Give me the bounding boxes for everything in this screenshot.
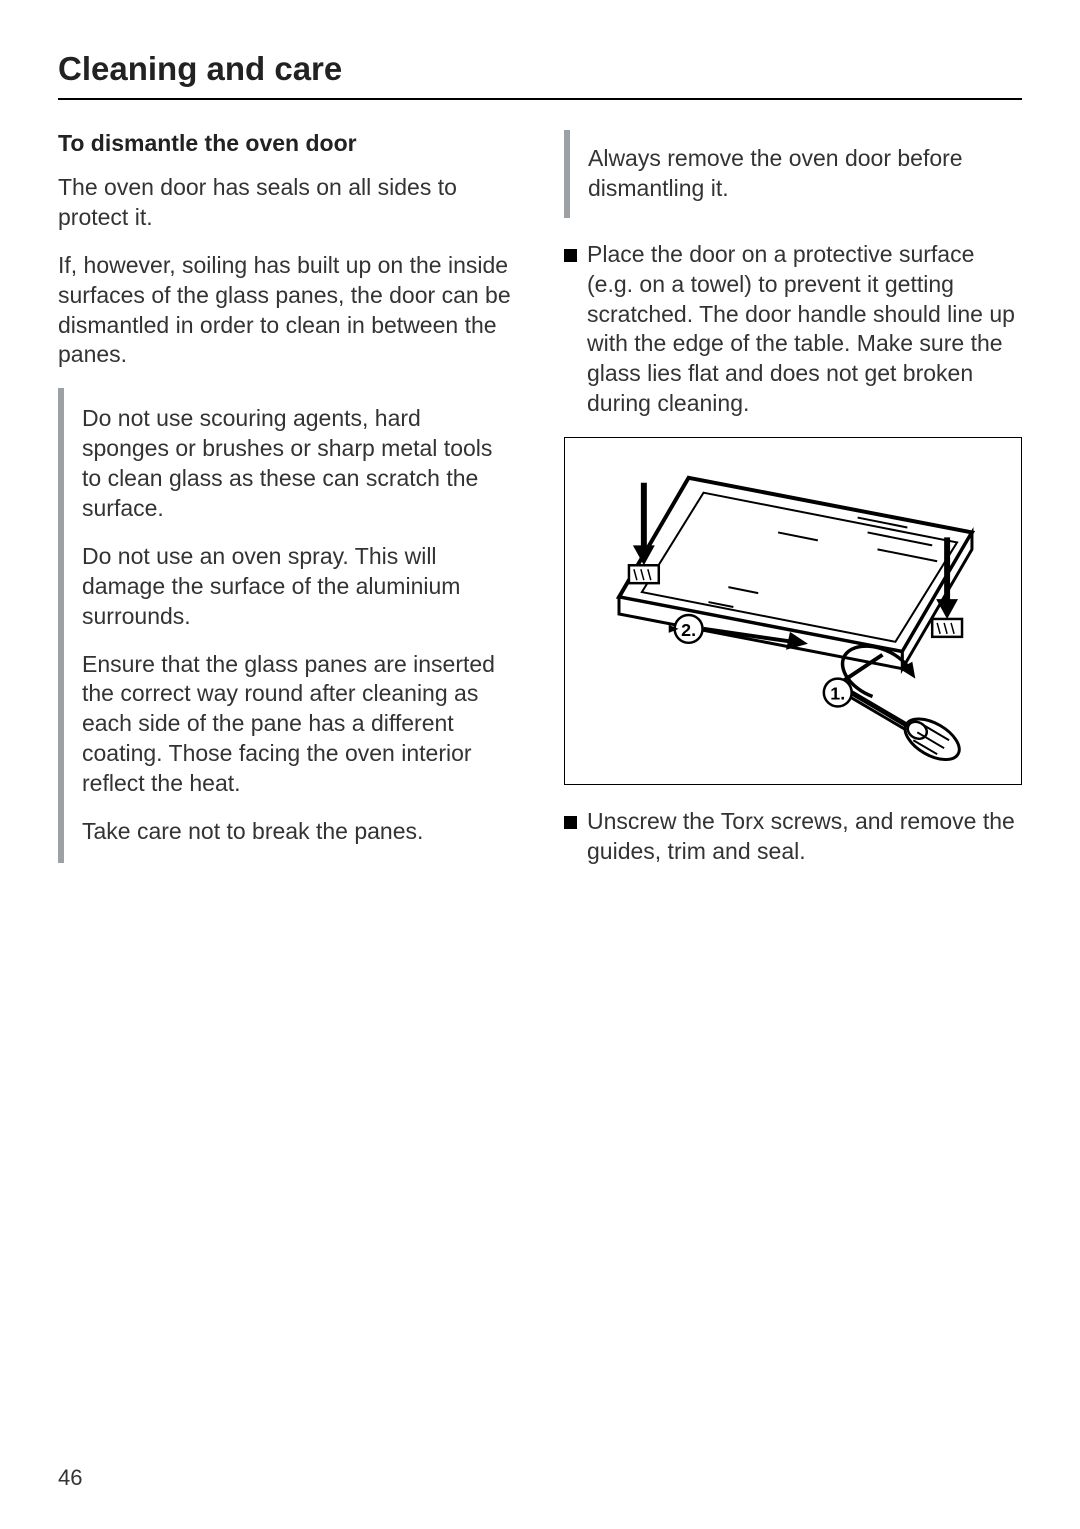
right-caution-box: Always remove the oven door before disma… bbox=[564, 130, 1022, 218]
left-para-2: If, however, soiling has built up on the… bbox=[58, 251, 516, 371]
caution-p4: Take care not to break the panes. bbox=[82, 817, 498, 847]
left-para-1: The oven door has seals on all sides to … bbox=[58, 173, 516, 233]
dismantle-subheading: To dismantle the oven door bbox=[58, 130, 516, 157]
bullet-square-icon bbox=[564, 249, 577, 262]
left-caution-box: Do not use scouring agents, hard sponges… bbox=[58, 388, 516, 863]
right-caution-text: Always remove the oven door before disma… bbox=[588, 144, 1010, 204]
caution-p3: Ensure that the glass panes are inserted… bbox=[82, 650, 498, 799]
oven-door-diagram: 2. bbox=[564, 437, 1022, 785]
bullet-2-text: Unscrew the Torx screws, and remove the … bbox=[587, 807, 1022, 867]
bullet-row-1: Place the door on a protective surface (… bbox=[564, 240, 1022, 419]
diagram-label-1: 1. bbox=[830, 684, 845, 704]
bullet-row-2: Unscrew the Torx screws, and remove the … bbox=[564, 807, 1022, 867]
right-column: Always remove the oven door before disma… bbox=[564, 130, 1022, 885]
content-columns: To dismantle the oven door The oven door… bbox=[58, 130, 1022, 885]
page-title: Cleaning and care bbox=[58, 50, 1022, 100]
left-column: To dismantle the oven door The oven door… bbox=[58, 130, 516, 885]
caution-p2: Do not use an oven spray. This will dama… bbox=[82, 542, 498, 632]
bullet-1-text: Place the door on a protective surface (… bbox=[587, 240, 1022, 419]
screwdriver-icon bbox=[836, 655, 966, 768]
bullet-square-icon bbox=[564, 816, 577, 829]
diagram-label-2: 2. bbox=[681, 620, 696, 640]
diagram-svg: 2. bbox=[565, 438, 1021, 784]
page-number: 46 bbox=[58, 1465, 82, 1491]
caution-p1: Do not use scouring agents, hard sponges… bbox=[82, 404, 498, 524]
